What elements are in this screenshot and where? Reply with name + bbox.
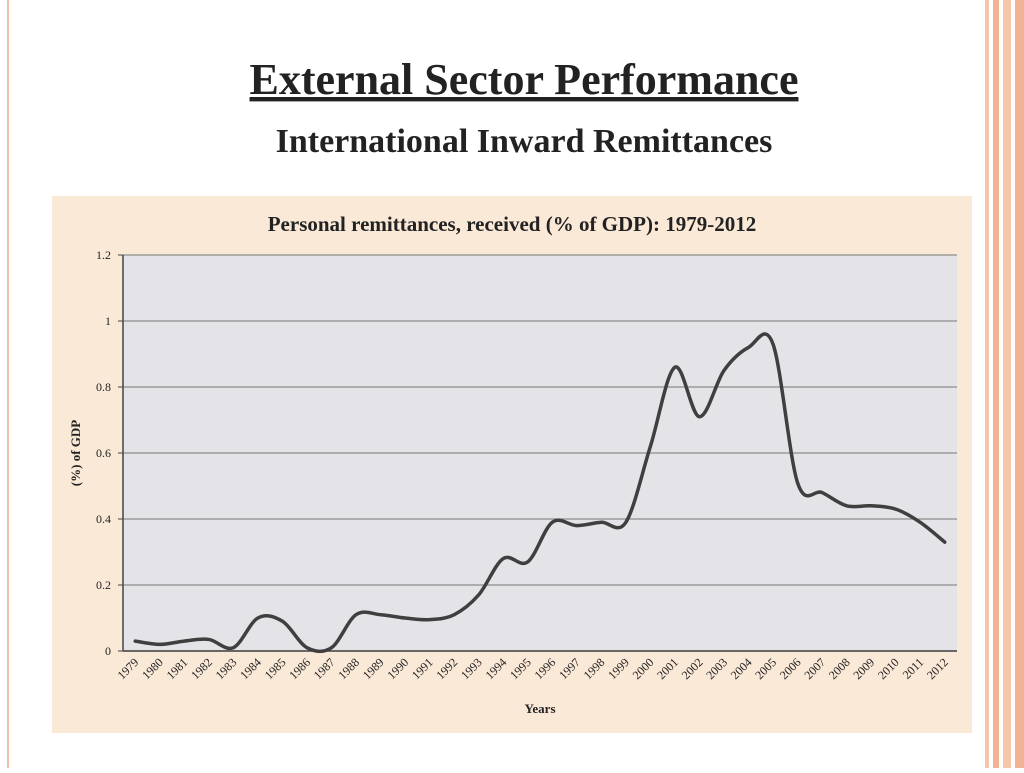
y-tick-label: 1 bbox=[105, 314, 111, 328]
y-tick-label: 0 bbox=[105, 644, 111, 658]
border-stripe bbox=[985, 0, 989, 768]
y-tick-label: 0.4 bbox=[96, 512, 111, 526]
data-line bbox=[133, 332, 947, 654]
y-tick-label: 0.8 bbox=[96, 380, 111, 394]
border-stripe bbox=[1015, 0, 1024, 768]
y-tick-label: 0.2 bbox=[96, 578, 111, 592]
border-stripe bbox=[993, 0, 999, 768]
border-stripe bbox=[1003, 0, 1011, 768]
y-tick-label: 0.6 bbox=[96, 446, 111, 460]
y-tick-label: 1.2 bbox=[96, 248, 111, 262]
chart-title: Personal remittances, received (% of GDP… bbox=[268, 212, 757, 236]
slide-subtitle: International Inward Remittances bbox=[276, 123, 773, 160]
y-axis-label: (%) of GDP bbox=[68, 420, 83, 486]
x-axis-label: Years bbox=[524, 701, 555, 716]
slide-title: External Sector Performance bbox=[250, 55, 799, 104]
